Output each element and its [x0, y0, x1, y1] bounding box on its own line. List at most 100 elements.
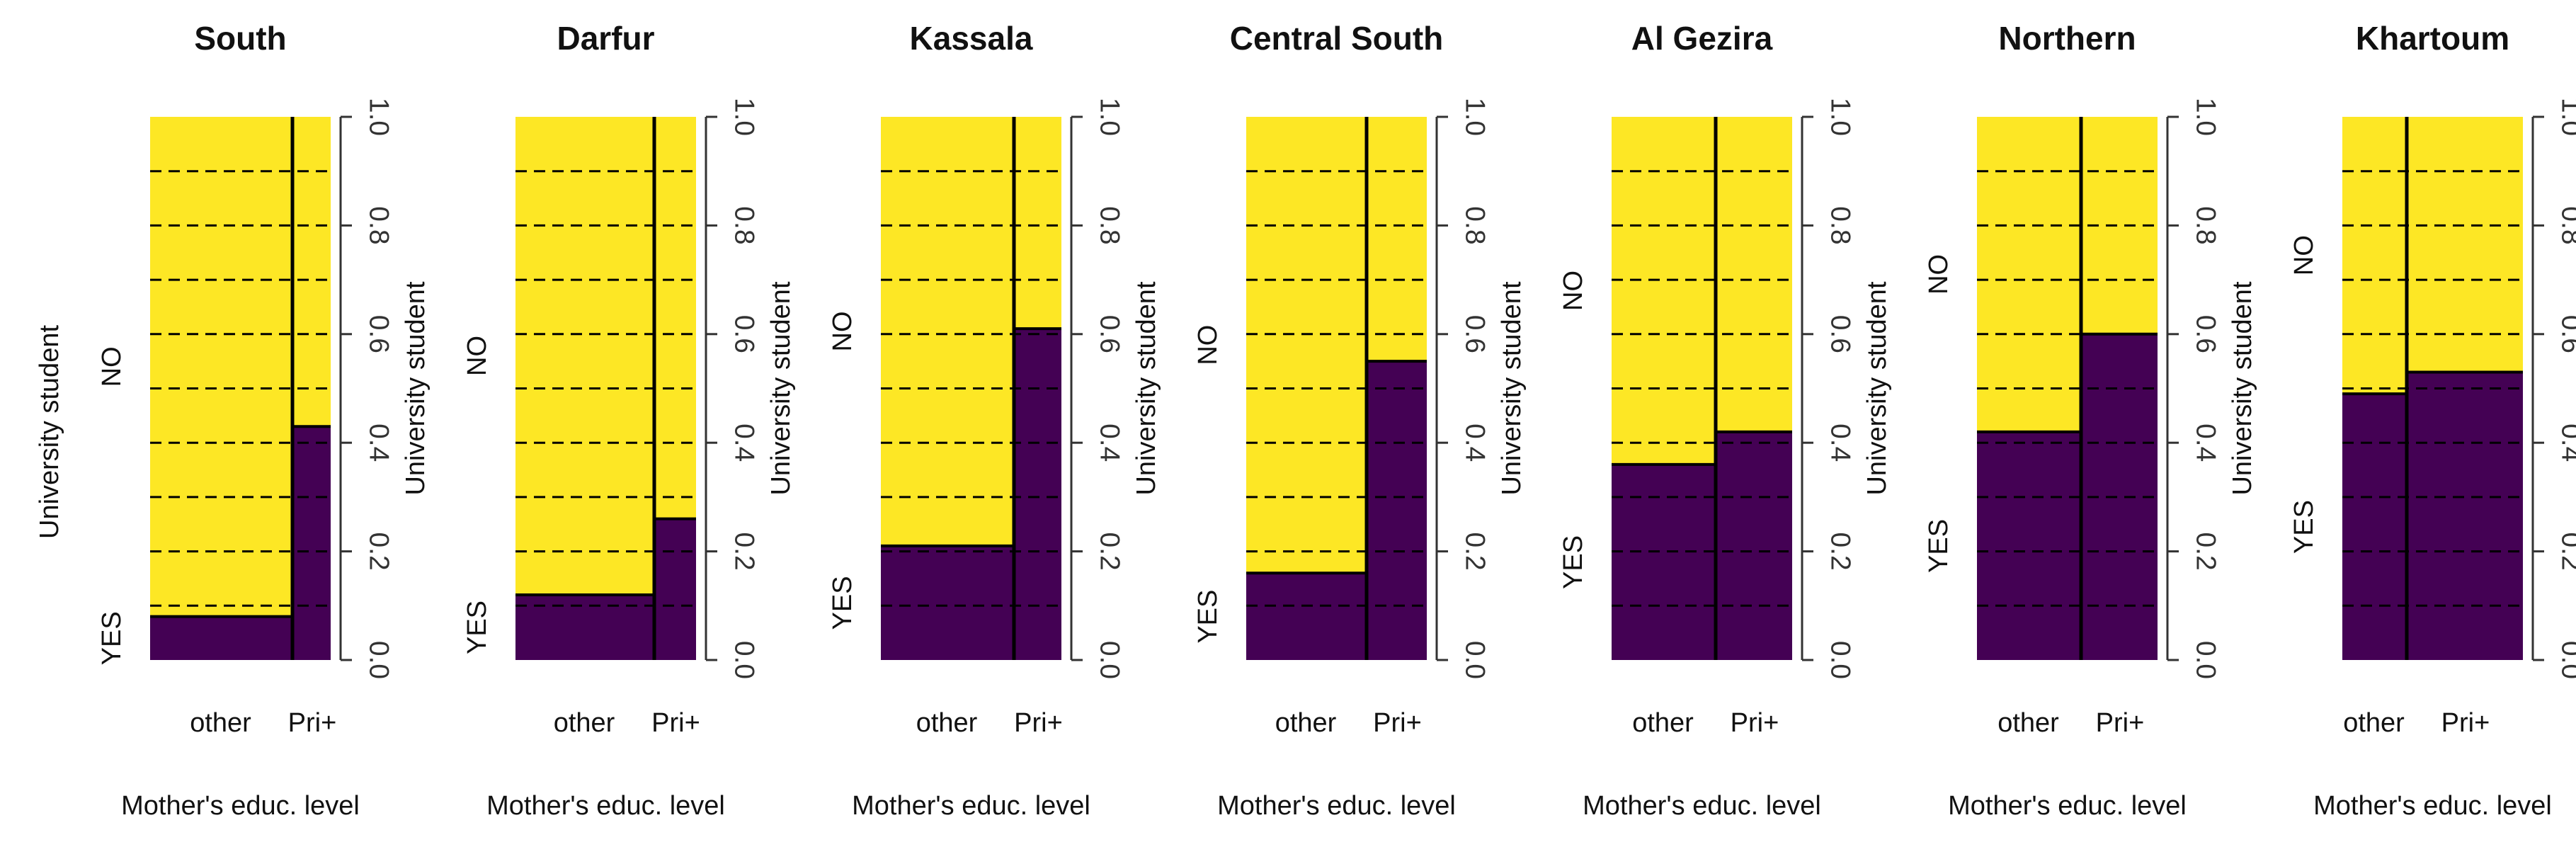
- y-tick-label: 1.0: [2191, 98, 2221, 136]
- x-axis-title: Mother's educ. level: [486, 791, 725, 821]
- y-tick-label: 0.8: [2191, 206, 2221, 244]
- level-label-yes: YES: [1193, 590, 1223, 644]
- bar-yes-other: [150, 616, 291, 660]
- category-label-other: other: [1632, 708, 1694, 738]
- panel-title: Central South: [1230, 20, 1444, 57]
- panel-title: South: [194, 20, 286, 57]
- category-label-other: other: [916, 708, 978, 738]
- x-axis-title: Mother's educ. level: [1583, 791, 1821, 821]
- y-tick-label: 0.4: [2191, 423, 2221, 462]
- bar-no-other: [150, 117, 291, 617]
- y-tick-label: 0.4: [364, 423, 394, 462]
- y-tick-label: 0.8: [1825, 206, 1856, 244]
- y-tick-label: 0.8: [729, 206, 760, 244]
- y-tick-label: 1.0: [1825, 98, 1856, 136]
- y-tick-label: 1.0: [2556, 98, 2576, 136]
- y-tick-label: 0.4: [1825, 423, 1856, 462]
- y-axis-title-right: University student: [766, 281, 796, 495]
- level-label-no: NO: [1924, 254, 1954, 295]
- panel-title: Khartoum: [2356, 20, 2509, 57]
- y-axis-title-right: University student: [1862, 281, 1892, 495]
- bar-no-pri: [1368, 117, 1427, 362]
- y-tick-label: 1.0: [1460, 98, 1491, 136]
- category-label-pri: Pri+: [1014, 708, 1063, 738]
- y-tick-label: 0.6: [1460, 315, 1491, 353]
- panel-title: Darfur: [557, 20, 654, 57]
- level-label-yes: YES: [462, 601, 492, 654]
- bar-yes-other: [1612, 464, 1714, 660]
- y-tick-label: 0.8: [1095, 206, 1125, 244]
- y-tick-label: 1.0: [729, 98, 760, 136]
- level-label-no: NO: [462, 336, 492, 376]
- y-tick-label: 0.4: [1095, 423, 1125, 462]
- bar-yes-pri: [656, 518, 696, 660]
- panel-2: Darfur 0.0 0.2 0.4 0.6 0.8 1.0 University stude…: [462, 20, 796, 821]
- category-label-other: other: [190, 708, 251, 738]
- bar-yes-pri: [294, 426, 331, 660]
- bar-yes-pri: [1717, 431, 1792, 660]
- y-tick-label: 0.6: [1095, 315, 1125, 353]
- category-label-pri: Pri+: [1731, 708, 1779, 738]
- bar-yes-pri: [1015, 329, 1061, 660]
- y-tick-label: 0.2: [364, 532, 394, 570]
- y-tick-label: 0.6: [2556, 315, 2576, 353]
- y-tick-label: 0.2: [1825, 532, 1856, 570]
- y-tick-label: 0.6: [2191, 315, 2221, 353]
- y-tick-label: 0.8: [2556, 206, 2576, 244]
- bar-no-other: [1246, 117, 1365, 574]
- bar-yes-other: [1246, 573, 1365, 660]
- y-tick-label: 0.6: [1825, 315, 1856, 353]
- y-tick-label: 0.2: [729, 532, 760, 570]
- y-axis-title-right: University student: [1497, 281, 1527, 495]
- panel-title: Al Gezira: [1631, 20, 1773, 57]
- y-tick-label: 0.0: [2556, 641, 2576, 679]
- bar-no-pri: [2408, 117, 2523, 372]
- y-tick-label: 0.6: [364, 315, 394, 353]
- y-tick-label: 0.0: [1825, 641, 1856, 679]
- level-label-no: NO: [2289, 235, 2319, 275]
- y-tick-label: 0.8: [364, 206, 394, 244]
- x-axis-title: Mother's educ. level: [1948, 791, 2187, 821]
- y-tick-label: 0.0: [364, 641, 394, 679]
- y-tick-label: 0.8: [1460, 206, 1491, 244]
- category-label-pri: Pri+: [651, 708, 700, 738]
- x-axis-title: Mother's educ. level: [1217, 791, 1456, 821]
- y-tick-label: 0.6: [729, 315, 760, 353]
- panel-4: Central South 0.0 0.2 0.4 0.6 0.8 1.0 Universit…: [1193, 20, 1527, 821]
- level-label-yes: YES: [1558, 535, 1588, 589]
- bar-yes-pri: [2408, 372, 2523, 660]
- category-label-pri: Pri+: [2441, 708, 2490, 738]
- y-tick-label: 0.4: [729, 423, 760, 462]
- x-axis-title: Mother's educ. level: [121, 791, 360, 821]
- bar-no-other: [2342, 117, 2405, 394]
- bar-yes-pri: [1368, 361, 1427, 660]
- category-label-pri: Pri+: [2096, 708, 2145, 738]
- x-axis-title: Mother's educ. level: [852, 791, 1090, 821]
- y-tick-label: 1.0: [1095, 98, 1125, 136]
- bar-yes-other: [2342, 394, 2405, 660]
- category-label-other: other: [1997, 708, 2059, 738]
- y-tick-label: 0.0: [2191, 641, 2221, 679]
- bar-yes-other: [881, 545, 1013, 660]
- bar-no-pri: [294, 117, 331, 427]
- y-tick-label: 1.0: [364, 98, 394, 136]
- panel-3: Kassala 0.0 0.2 0.4 0.6 0.8 1.0 University stud…: [828, 20, 1161, 821]
- panel-1: South 0.0 0.2 0.4 0.6 0.8 1.0 University studen…: [35, 20, 431, 821]
- bar-no-pri: [1015, 117, 1061, 329]
- level-label-yes: YES: [97, 611, 127, 665]
- category-label-pri: Pri+: [1373, 708, 1422, 738]
- panel-6: Northern 0.0 0.2 0.4 0.6 0.8 1.0 University stu…: [1924, 20, 2257, 821]
- level-label-yes: YES: [2289, 500, 2319, 554]
- bar-no-pri: [656, 117, 696, 519]
- y-tick-label: 0.4: [2556, 423, 2576, 462]
- bar-no-other: [1612, 117, 1714, 465]
- y-tick-label: 0.0: [729, 641, 760, 679]
- bar-no-pri: [1717, 117, 1792, 432]
- level-label-no: NO: [97, 346, 127, 387]
- y-tick-label: 0.2: [1460, 532, 1491, 570]
- bar-yes-other: [515, 594, 653, 660]
- panel-title: Northern: [1998, 20, 2136, 57]
- y-tick-label: 0.2: [1095, 532, 1125, 570]
